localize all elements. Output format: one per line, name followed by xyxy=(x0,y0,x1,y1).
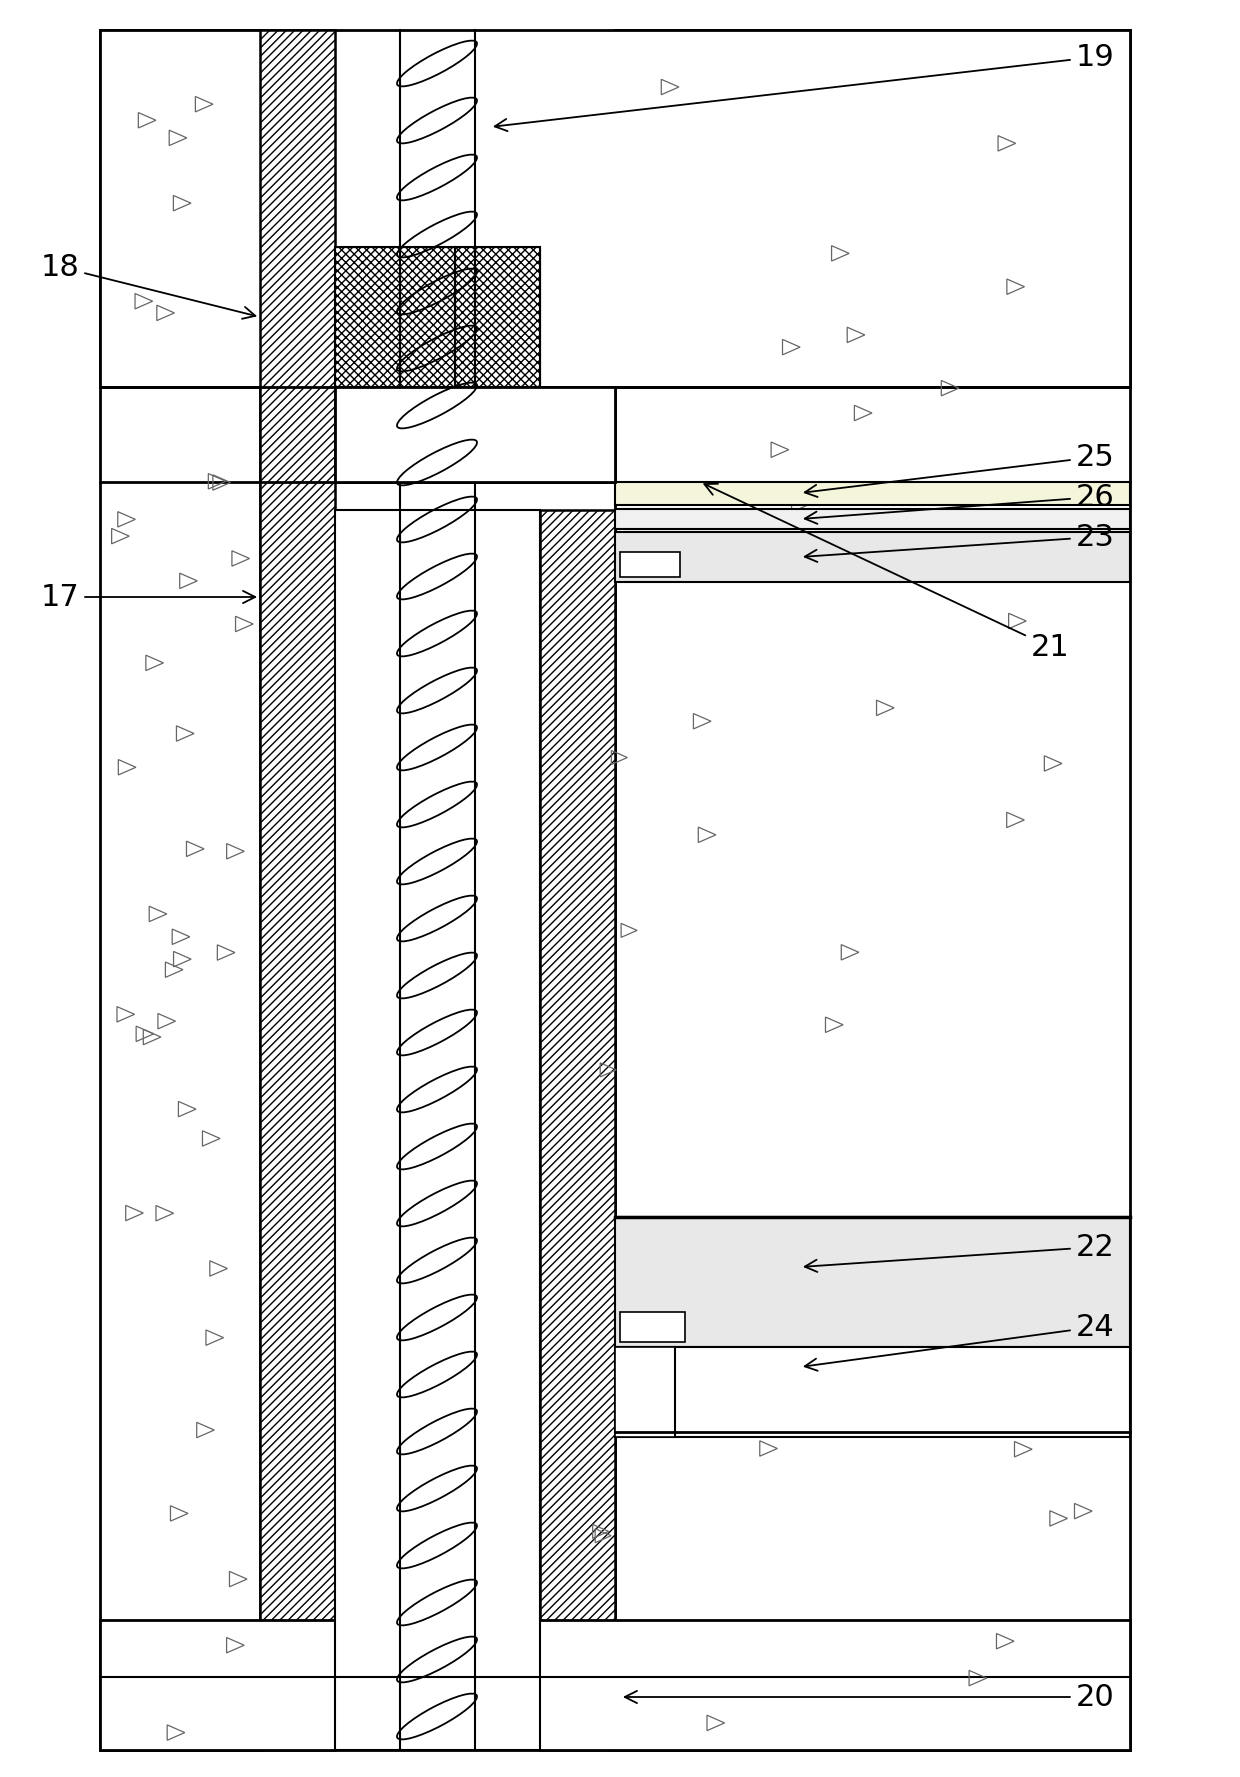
Bar xyxy=(620,553,680,578)
Bar xyxy=(455,247,539,387)
Bar xyxy=(615,482,1130,505)
Bar xyxy=(100,1621,1130,1750)
Bar xyxy=(615,1217,1130,1347)
Bar xyxy=(615,30,1130,1750)
Bar xyxy=(260,30,335,1750)
Text: 26: 26 xyxy=(805,483,1115,524)
Bar xyxy=(620,1311,684,1342)
Bar xyxy=(100,30,1130,387)
Bar xyxy=(615,1347,675,1438)
Bar xyxy=(260,30,335,1750)
Text: 18: 18 xyxy=(41,252,255,318)
Bar xyxy=(539,510,615,1750)
Bar xyxy=(455,247,539,387)
Text: 17: 17 xyxy=(41,583,255,611)
Text: 25: 25 xyxy=(805,442,1115,498)
Bar xyxy=(100,30,260,1750)
Text: 20: 20 xyxy=(625,1683,1115,1711)
Bar xyxy=(615,508,1130,530)
Text: 22: 22 xyxy=(805,1233,1115,1272)
Text: 24: 24 xyxy=(805,1313,1115,1370)
Bar xyxy=(335,387,615,482)
Bar xyxy=(335,510,539,1750)
Text: 23: 23 xyxy=(805,522,1115,562)
Bar xyxy=(539,510,615,1750)
Bar xyxy=(335,247,455,387)
Bar xyxy=(615,531,1130,583)
Bar xyxy=(335,247,455,387)
Text: 19: 19 xyxy=(495,43,1115,131)
Text: 21: 21 xyxy=(704,483,1069,661)
Bar xyxy=(615,1347,1130,1438)
